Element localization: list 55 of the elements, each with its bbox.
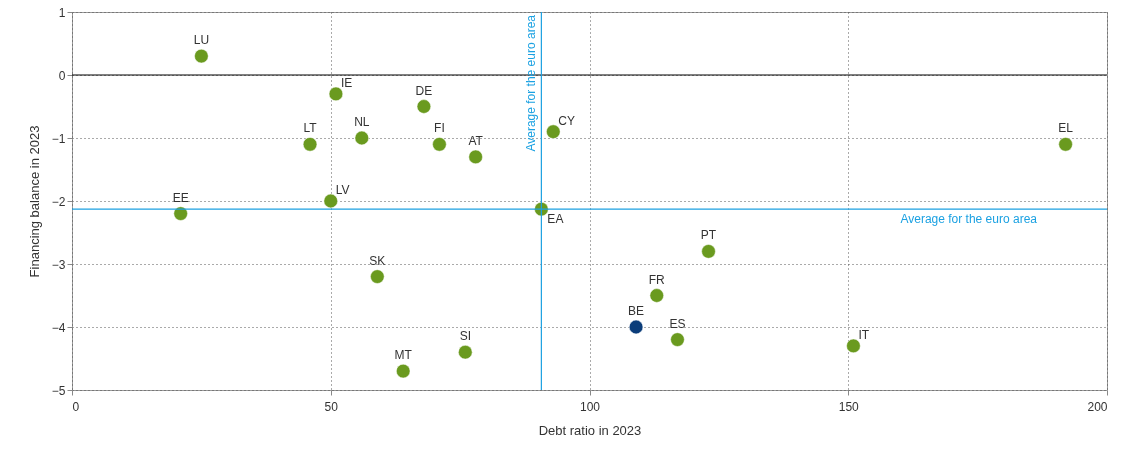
- x-tick-label: 150: [838, 399, 860, 414]
- annotation: LV: [335, 183, 350, 197]
- annotation: EL: [1058, 121, 1074, 136]
- annotation: DE: [415, 83, 433, 98]
- annotation: SK: [369, 253, 386, 268]
- annotation: LU: [193, 33, 210, 48]
- x-tick-label: 100: [579, 399, 601, 414]
- point: [194, 48, 209, 64]
- annotation: CY: [558, 113, 575, 128]
- y-tick-label: 1: [58, 5, 66, 20]
- x-tick-label: 200: [1087, 399, 1108, 414]
- point: [323, 193, 338, 209]
- y-tick-label: −5: [51, 383, 66, 398]
- point: [546, 124, 561, 139]
- point: [649, 288, 664, 303]
- point: [302, 137, 318, 152]
- annotation: MT: [394, 348, 413, 363]
- y-tick-label: −1: [51, 131, 66, 146]
- annotation: IT: [858, 327, 870, 342]
- annotation: EA: [547, 212, 564, 227]
- y-tick-label: −3: [51, 257, 66, 272]
- point: [354, 130, 369, 146]
- point: [670, 332, 685, 347]
- point: [432, 137, 447, 152]
- point: [1058, 137, 1073, 152]
- annotation: AT: [468, 133, 484, 148]
- x-tick-label: 50: [324, 399, 339, 414]
- point: [701, 244, 716, 259]
- annotation: ES: [669, 316, 686, 331]
- point: [846, 338, 861, 354]
- annotation: FI: [434, 121, 445, 136]
- point: [468, 149, 483, 165]
- point: [628, 319, 644, 335]
- x-tick-label: 0: [72, 399, 80, 414]
- annotation: LT: [303, 121, 318, 136]
- point: [173, 206, 188, 221]
- x-axis-title: Debt ratio in 2023: [538, 422, 642, 438]
- ref-line-label: Average for the euro area: [900, 212, 1038, 227]
- annotation: BE: [628, 304, 645, 318]
- annotation: SI: [459, 329, 471, 344]
- y-tick-label: −4: [51, 320, 66, 335]
- point: [458, 345, 473, 360]
- annotation: EE: [172, 190, 189, 205]
- annotation: FR: [648, 272, 666, 287]
- y-axis-title: Financing balance in 2023: [26, 125, 42, 278]
- annotation: PT: [700, 228, 717, 243]
- y-tick-label: −2: [51, 194, 66, 209]
- point: [370, 269, 385, 284]
- point: [396, 363, 411, 379]
- point: [328, 86, 344, 102]
- annotation: NL: [354, 115, 370, 129]
- y-tick-label: 0: [58, 68, 66, 83]
- point: [416, 99, 432, 114]
- ref-line-label: Average for the euro area: [524, 14, 539, 152]
- annotation: IE: [340, 75, 353, 90]
